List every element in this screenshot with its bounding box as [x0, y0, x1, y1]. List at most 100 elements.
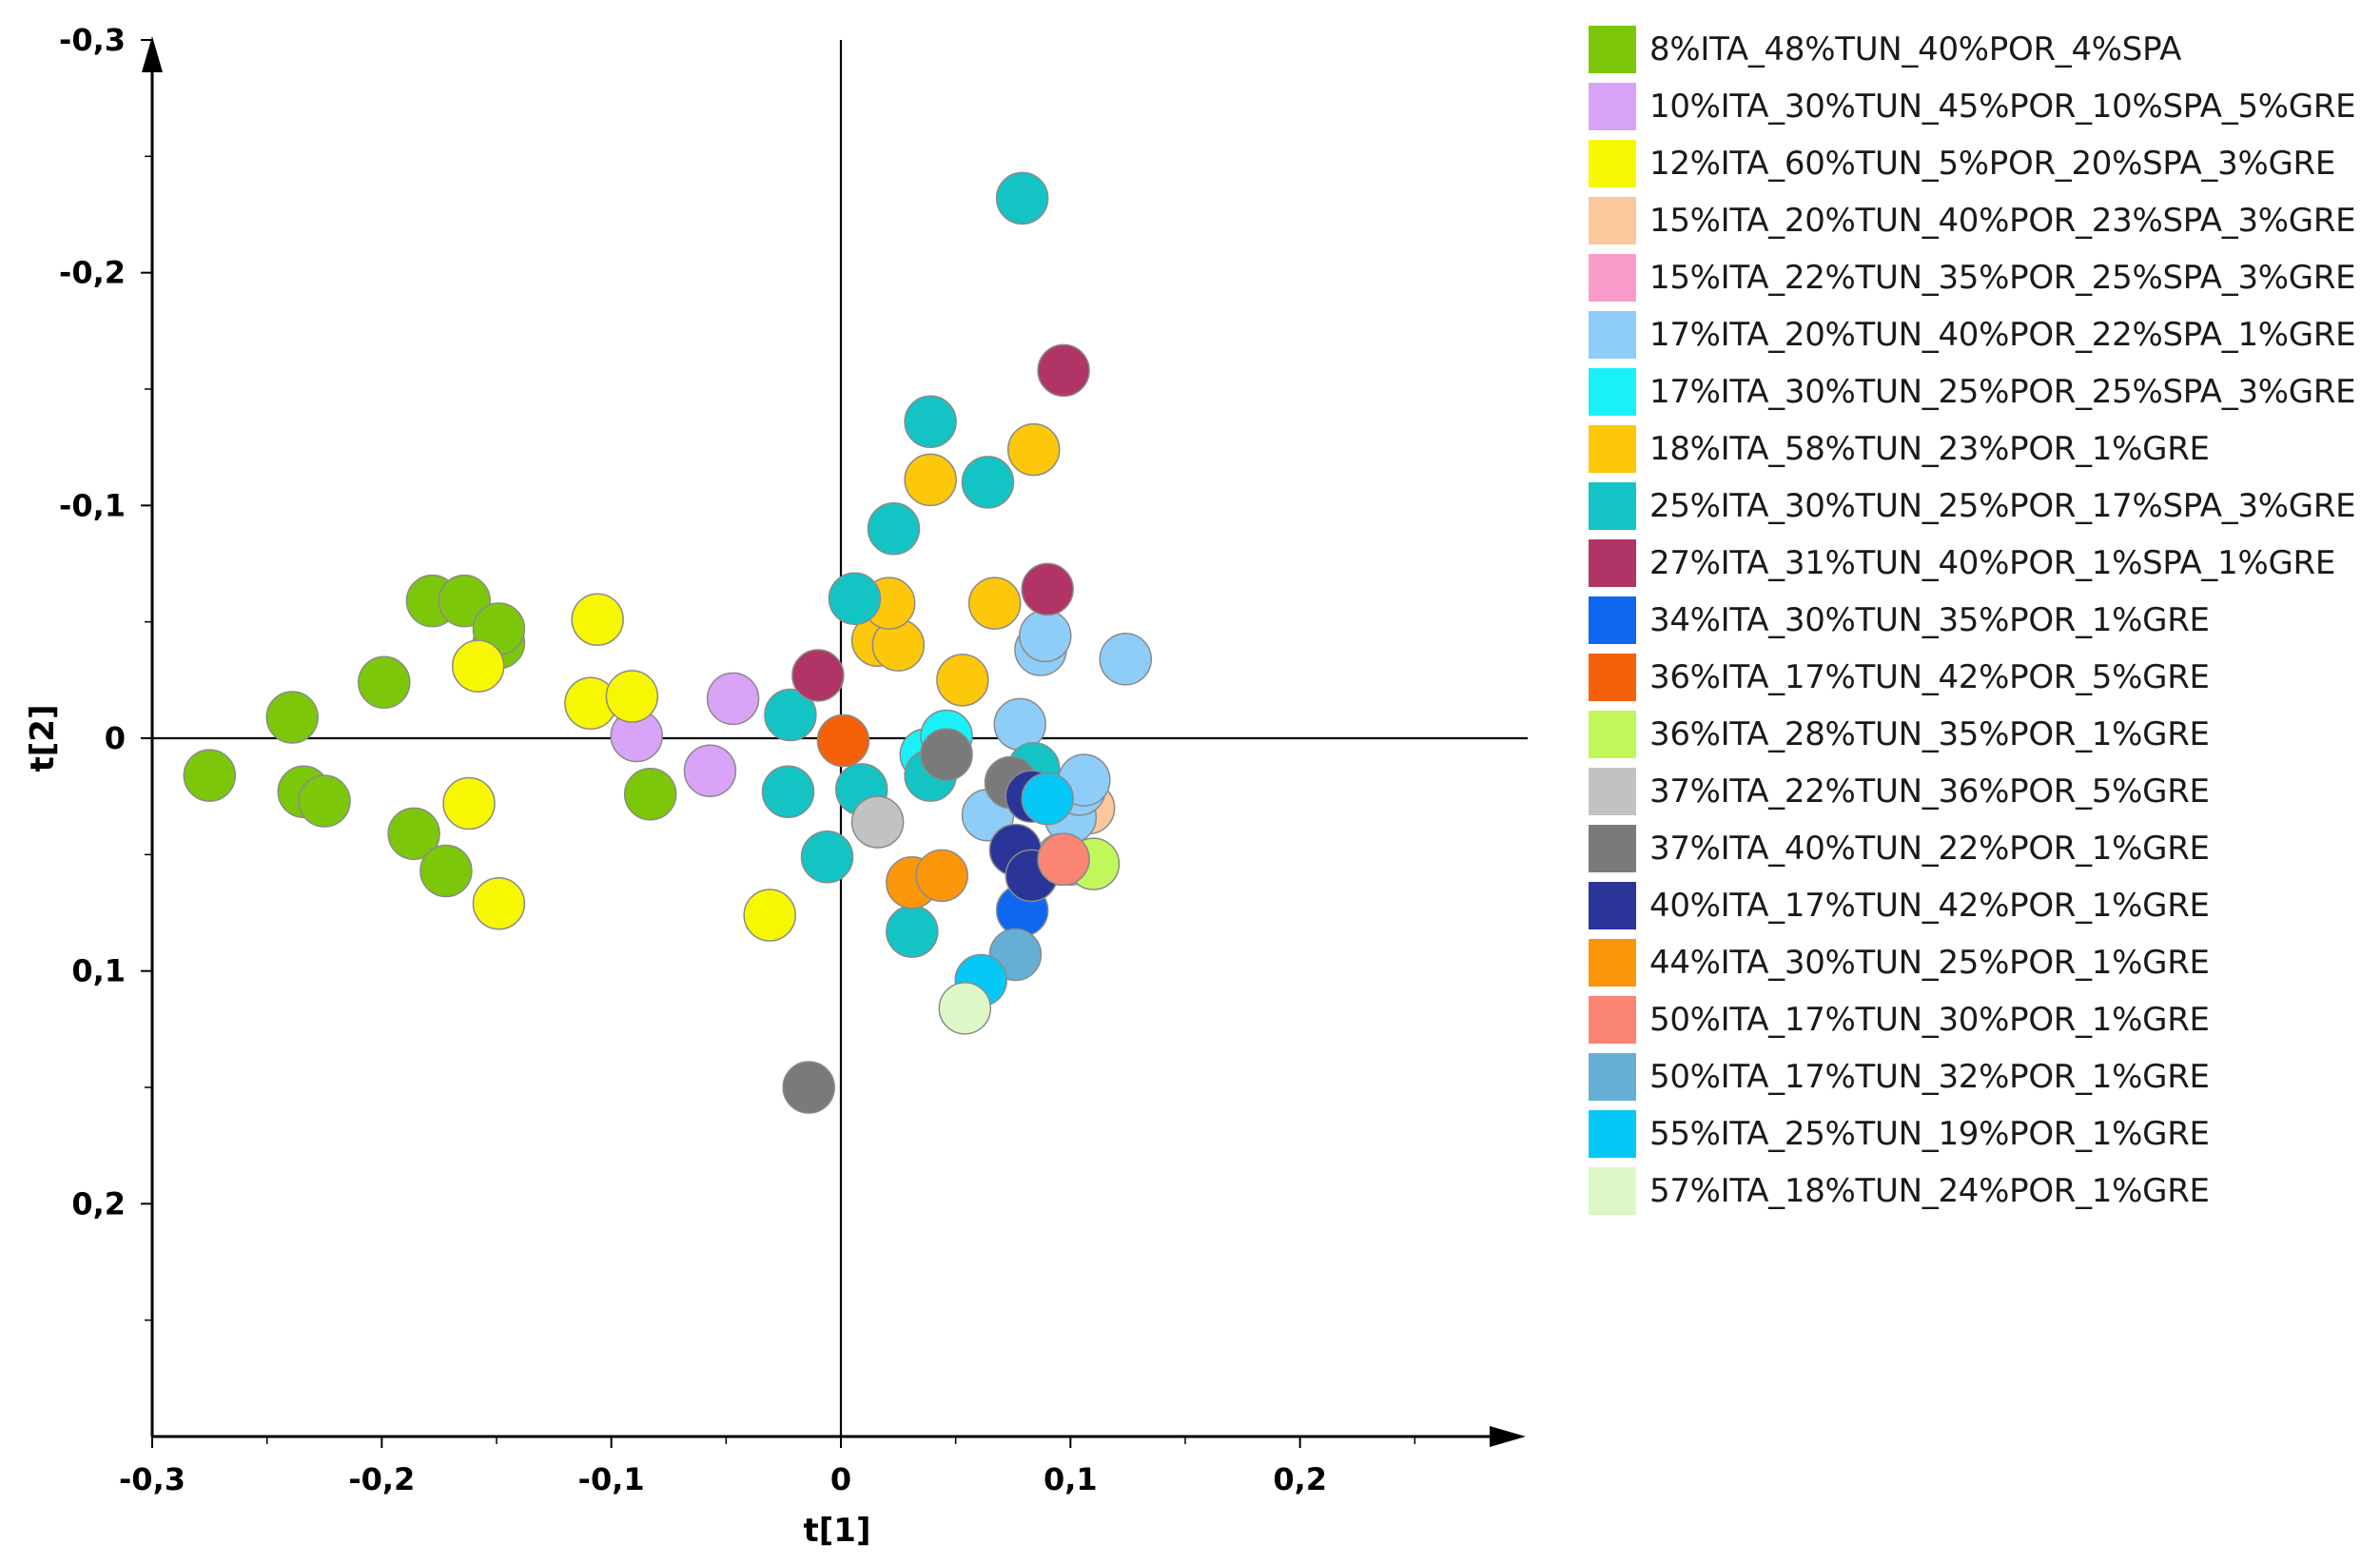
- legend-item: 17%ITA_30%TUN_25%POR_25%SPA_3%GRE: [1589, 363, 2369, 420]
- legend-swatch: [1589, 596, 1636, 644]
- series-group: [886, 849, 968, 909]
- x-tick-label: 0,1: [1044, 1461, 1098, 1497]
- data-point: [706, 672, 760, 726]
- legend-swatch: [1589, 1110, 1636, 1158]
- legend-swatch: [1589, 882, 1636, 929]
- legend-item: 8%ITA_48%TUN_40%POR_4%SPA: [1589, 21, 2369, 78]
- data-point: [800, 831, 854, 884]
- data-point: [961, 456, 1015, 509]
- legend-item: 17%ITA_20%TUN_40%POR_22%SPA_1%GRE: [1589, 306, 2369, 363]
- legend-label: 55%ITA_25%TUN_19%POR_1%GRE: [1649, 1115, 2210, 1153]
- y-tick-label: -0,2: [59, 255, 126, 291]
- data-point: [816, 714, 870, 768]
- legend-item: 55%ITA_25%TUN_19%POR_1%GRE: [1589, 1105, 2369, 1163]
- legend-item: 12%ITA_60%TUN_5%POR_20%SPA_3%GRE: [1589, 135, 2369, 192]
- data-point: [764, 688, 817, 742]
- data-point: [967, 577, 1022, 630]
- legend: 8%ITA_48%TUN_40%POR_4%SPA 10%ITA_30%TUN_4…: [1589, 21, 2369, 1220]
- legend-swatch: [1589, 539, 1636, 587]
- legend-item: 36%ITA_28%TUN_35%POR_1%GRE: [1589, 706, 2369, 763]
- legend-swatch: [1589, 311, 1636, 359]
- legend-item: 34%ITA_30%TUN_35%POR_1%GRE: [1589, 592, 2369, 649]
- legend-item: 40%ITA_17%TUN_42%POR_1%GRE: [1589, 877, 2369, 934]
- data-point: [904, 395, 957, 449]
- legend-swatch: [1589, 197, 1636, 244]
- series-group: [791, 343, 1090, 702]
- legend-swatch: [1589, 768, 1636, 815]
- data-point: [683, 744, 737, 798]
- legend-label: 17%ITA_30%TUN_25%POR_25%SPA_3%GRE: [1649, 373, 2356, 411]
- legend-swatch: [1589, 939, 1636, 987]
- data-point: [451, 639, 505, 693]
- legend-item: 18%ITA_58%TUN_23%POR_1%GRE: [1589, 420, 2369, 478]
- series-group: [761, 171, 1061, 958]
- legend-swatch: [1589, 825, 1636, 872]
- series-group: [850, 795, 905, 849]
- data-point: [791, 649, 845, 702]
- x-tick-label: 0,2: [1273, 1461, 1327, 1497]
- pca-score-plot: -0,3 -0,2 -0,1 0 0,1 0,2 -0,3 -0,2 -0,1 0 0,1 0,2 t…: [24, 22, 1528, 1550]
- legend-item: 27%ITA_31%TUN_40%POR_1%SPA_1%GRE: [1589, 535, 2369, 592]
- data-point: [1021, 772, 1074, 826]
- data-point: [850, 795, 905, 849]
- legend-label: 8%ITA_48%TUN_40%POR_4%SPA: [1649, 30, 2182, 68]
- data-point: [472, 876, 526, 930]
- data-point: [623, 767, 677, 821]
- x-tick-label: -0,3: [119, 1461, 185, 1497]
- legend-item: 57%ITA_18%TUN_24%POR_1%GRE: [1589, 1163, 2369, 1220]
- data-point: [387, 807, 440, 861]
- axis-ticks: -0,3 -0,2 -0,1 0 0,1 0,2 -0,3 -0,2 -0,1 0 0,1 0,2: [59, 22, 1416, 1497]
- data-point: [357, 655, 411, 710]
- legend-swatch: [1589, 425, 1636, 473]
- legend-label: 10%ITA_30%TUN_45%POR_10%SPA_5%GRE: [1649, 88, 2356, 126]
- data-point: [743, 889, 796, 942]
- legend-label: 15%ITA_20%TUN_40%POR_23%SPA_3%GRE: [1649, 202, 2356, 240]
- series-group: [442, 593, 796, 942]
- legend-label: 36%ITA_28%TUN_35%POR_1%GRE: [1649, 715, 2210, 753]
- legend-swatch: [1589, 368, 1636, 416]
- legend-label: 57%ITA_18%TUN_24%POR_1%GRE: [1649, 1172, 2210, 1210]
- data-point: [419, 844, 473, 898]
- legend-label: 37%ITA_40%TUN_22%POR_1%GRE: [1649, 830, 2210, 868]
- legend-item: 37%ITA_40%TUN_22%POR_1%GRE: [1589, 820, 2369, 877]
- data-point: [920, 728, 973, 781]
- y-axis-title: t[2]: [24, 705, 62, 772]
- legend-swatch: [1589, 996, 1636, 1044]
- legend-swatch: [1589, 1167, 1636, 1215]
- data-point: [867, 502, 921, 556]
- legend-item: 37%ITA_22%TUN_36%POR_5%GRE: [1589, 763, 2369, 820]
- legend-item: 44%ITA_30%TUN_25%POR_1%GRE: [1589, 934, 2369, 991]
- y-tick-label: 0: [105, 720, 126, 756]
- series-group: [938, 982, 992, 1035]
- data-point: [442, 776, 496, 831]
- legend-label: 36%ITA_17%TUN_42%POR_5%GRE: [1649, 658, 2210, 696]
- legend-label: 17%ITA_20%TUN_40%POR_22%SPA_1%GRE: [1649, 316, 2356, 354]
- legend-swatch: [1589, 482, 1636, 530]
- x-tick-label: -0,2: [348, 1461, 415, 1497]
- legend-label: 18%ITA_58%TUN_23%POR_1%GRE: [1649, 430, 2210, 468]
- legend-label: 34%ITA_30%TUN_35%POR_1%GRE: [1649, 601, 2210, 639]
- legend-swatch: [1589, 254, 1636, 302]
- legend-item: 15%ITA_22%TUN_35%POR_25%SPA_3%GRE: [1589, 249, 2369, 306]
- legend-item: 10%ITA_30%TUN_45%POR_10%SPA_5%GRE: [1589, 78, 2369, 135]
- data-point: [761, 765, 815, 819]
- legend-item: 50%ITA_17%TUN_30%POR_1%GRE: [1589, 991, 2369, 1048]
- legend-swatch: [1589, 711, 1636, 758]
- y-tick-label: -0,1: [59, 487, 126, 523]
- legend-label: 50%ITA_17%TUN_32%POR_1%GRE: [1649, 1058, 2210, 1096]
- data-point: [605, 670, 659, 723]
- legend-swatch: [1589, 26, 1636, 73]
- y-tick-label: 0,1: [71, 953, 126, 989]
- legend-label: 15%ITA_22%TUN_35%POR_25%SPA_3%GRE: [1649, 259, 2356, 297]
- data-point: [1037, 832, 1090, 886]
- y-axis-arrow-icon: [142, 36, 163, 72]
- series-group: [850, 422, 1061, 707]
- data-point: [298, 774, 351, 828]
- data-point: [886, 905, 939, 958]
- data-point: [828, 572, 882, 625]
- data-point: [936, 654, 989, 707]
- legend-label: 37%ITA_22%TUN_36%POR_5%GRE: [1649, 772, 2210, 811]
- data-point: [995, 171, 1049, 225]
- x-tick-label: -0,1: [578, 1461, 645, 1497]
- x-tick-label: 0: [830, 1461, 851, 1497]
